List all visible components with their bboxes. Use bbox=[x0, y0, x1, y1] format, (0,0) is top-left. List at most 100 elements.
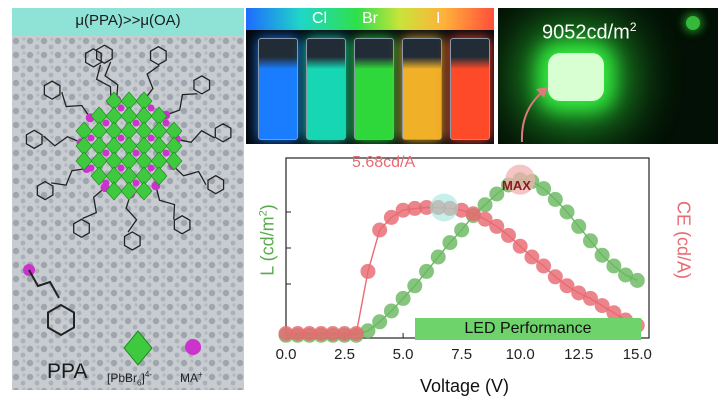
ce-point bbox=[536, 258, 552, 274]
ma-ion bbox=[162, 119, 170, 127]
vial bbox=[402, 38, 442, 140]
ce-point bbox=[407, 200, 423, 216]
legend-ma-shape bbox=[185, 339, 201, 355]
ce-point bbox=[559, 278, 575, 294]
spectrum-bar bbox=[246, 8, 494, 30]
ligand-chain bbox=[165, 93, 198, 116]
ppa-capped-nanocrystal bbox=[25, 44, 232, 251]
luminance-point bbox=[442, 235, 458, 251]
benzene-ring bbox=[36, 180, 54, 201]
y-axis-left-close: ) bbox=[257, 204, 278, 211]
benzene-ring bbox=[84, 48, 102, 68]
ce-point bbox=[582, 290, 598, 306]
y-axis-right-label: CE (cd/A) bbox=[673, 200, 694, 280]
luminance-point bbox=[454, 222, 470, 238]
reflection-spot bbox=[686, 16, 700, 30]
nanocrystal-panel bbox=[12, 8, 244, 390]
ma-ion bbox=[132, 119, 140, 127]
legend-pbbr6-close: ] bbox=[141, 371, 145, 385]
ce-point bbox=[594, 298, 610, 314]
x-tick-label: 15.0 bbox=[623, 346, 652, 363]
ma-ion bbox=[117, 164, 125, 172]
pbbr6-octahedron bbox=[120, 181, 138, 201]
ma-ion bbox=[132, 149, 140, 157]
legend-ma-label: MA+ bbox=[180, 370, 203, 385]
luminance-point bbox=[360, 323, 376, 339]
legend-benzene-ring bbox=[47, 303, 75, 337]
ce-point bbox=[360, 263, 376, 279]
benzene-ring bbox=[73, 218, 90, 239]
max-annotation: MAX bbox=[502, 178, 531, 193]
ce-point bbox=[337, 326, 353, 341]
arrow-shaft bbox=[520, 89, 546, 143]
legend-ma-charge: + bbox=[198, 370, 203, 379]
led-luminance-value: 9052cd/m bbox=[542, 21, 630, 44]
ma-ion bbox=[132, 179, 140, 187]
benzene-ring bbox=[207, 174, 225, 195]
plot-frame bbox=[285, 157, 650, 339]
ma-ion bbox=[117, 104, 125, 112]
luminance-point bbox=[536, 181, 552, 197]
x-tick-label: 12.5 bbox=[564, 346, 593, 363]
legend-pbbr6-label: [PbBr6]4- bbox=[107, 370, 152, 387]
benzene-ring bbox=[149, 45, 167, 66]
ma-ion bbox=[87, 134, 95, 142]
led-luminance-caption: 9052cd/m2 bbox=[542, 20, 637, 45]
vial bbox=[354, 38, 394, 140]
ligand-chain bbox=[104, 61, 119, 100]
ce-point bbox=[290, 326, 306, 341]
ma-ion bbox=[87, 164, 95, 172]
vials-panel: Cl Br I bbox=[246, 8, 494, 144]
legend-pbbr6-text: [PbBr bbox=[107, 371, 138, 385]
pbbr6-octahedron bbox=[105, 181, 123, 201]
luminance-point bbox=[372, 314, 388, 330]
ma-ion bbox=[117, 134, 125, 142]
x-tick-label: 10.0 bbox=[506, 346, 535, 363]
luminance-point bbox=[606, 258, 622, 274]
ce-peak-annotation: 5.68cd/A bbox=[352, 154, 416, 171]
ce-point bbox=[395, 202, 411, 218]
ma-ion bbox=[102, 149, 110, 157]
luminance-point bbox=[395, 290, 411, 306]
luminance-point bbox=[419, 263, 435, 279]
legend-ppa-chain bbox=[28, 269, 60, 299]
led-pixel-glow bbox=[548, 53, 604, 101]
vial bbox=[258, 38, 298, 140]
led-luminance-sup: 2 bbox=[629, 20, 637, 34]
luminance-point bbox=[547, 191, 563, 207]
luminance-point bbox=[571, 218, 587, 234]
ce-point bbox=[606, 305, 622, 321]
pbbr6-octahedron bbox=[90, 166, 108, 186]
label-br: Br bbox=[362, 10, 378, 27]
luminance-point bbox=[559, 204, 575, 220]
luminance-point bbox=[582, 233, 598, 249]
benzene-ring bbox=[123, 231, 141, 251]
ligand-chain bbox=[51, 167, 87, 186]
luminance-point bbox=[477, 197, 493, 213]
x-tick-label: 0.0 bbox=[276, 346, 297, 363]
luminance-point bbox=[489, 186, 505, 202]
benzene-ring bbox=[95, 44, 113, 64]
arrow-head bbox=[536, 87, 548, 98]
luminance-point bbox=[383, 303, 399, 319]
ce-point bbox=[301, 326, 317, 341]
header-bar bbox=[12, 8, 244, 36]
ma-ion bbox=[147, 164, 155, 172]
ce-point bbox=[313, 326, 329, 341]
luminance-point bbox=[618, 267, 634, 283]
led-photo: 9052cd/m2 bbox=[498, 8, 718, 144]
ce-point bbox=[419, 200, 435, 215]
ce-point bbox=[278, 326, 294, 341]
benzene-ring bbox=[214, 123, 232, 143]
legend-pbbr6-charge: 4- bbox=[144, 370, 152, 379]
label-i: I bbox=[436, 10, 441, 27]
pbbr6-octahedron bbox=[75, 151, 93, 171]
ma-ion bbox=[162, 149, 170, 157]
vial bbox=[306, 38, 346, 140]
pbbr6-octahedron bbox=[165, 151, 183, 171]
ma-ion bbox=[147, 104, 155, 112]
ce-point bbox=[372, 222, 388, 238]
ligand-chain bbox=[172, 165, 207, 185]
ma-ion bbox=[147, 134, 155, 142]
